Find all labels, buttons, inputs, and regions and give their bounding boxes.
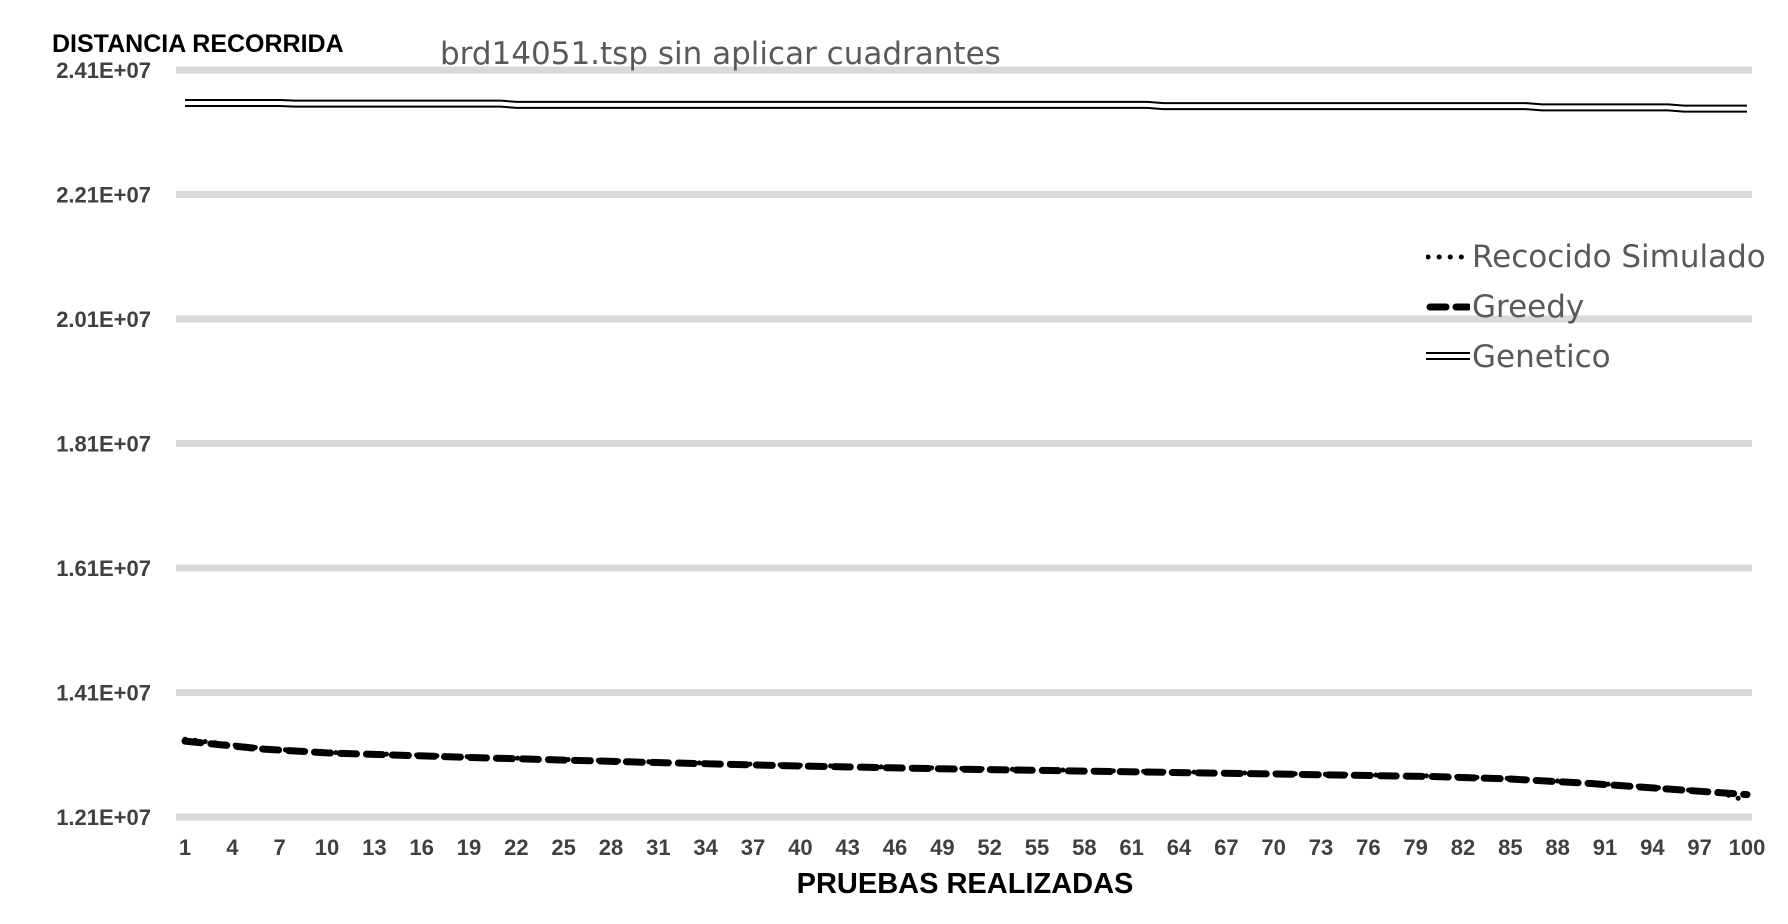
x-tick-label: 25 [551, 835, 575, 860]
x-tick-label: 100 [1729, 835, 1766, 860]
y-tick-label: 1.61E+07 [56, 556, 151, 581]
x-tick-label: 22 [504, 835, 528, 860]
series-line [181, 737, 1751, 799]
x-tick-label: 67 [1214, 835, 1238, 860]
x-tick-label: 28 [599, 835, 623, 860]
series-greedy [181, 737, 1751, 799]
y-tick-label: 1.21E+07 [56, 805, 151, 830]
x-tick-label: 37 [741, 835, 765, 860]
legend: Recocido Simulado Greedy Genetico [1426, 232, 1766, 382]
legend-swatch-double [1426, 352, 1470, 360]
series-line-inner [185, 101, 1747, 111]
x-tick-label: 1 [179, 835, 191, 860]
x-tick-label: 58 [1072, 835, 1096, 860]
y-axis-title: DISTANCIA RECORRIDA [52, 30, 344, 58]
legend-swatch-dotted [1426, 254, 1470, 260]
x-tick-label: 40 [788, 835, 812, 860]
legend-label: Genetico [1472, 339, 1611, 375]
x-tick-label: 85 [1498, 835, 1522, 860]
x-tick-label: 76 [1356, 835, 1380, 860]
x-tick-label: 91 [1593, 835, 1617, 860]
gridlines [176, 66, 1752, 821]
x-tick-label: 34 [693, 835, 718, 860]
x-tick-label: 7 [274, 835, 286, 860]
legend-label: Greedy [1472, 289, 1585, 325]
legend-item-greedy: Greedy [1426, 282, 1766, 332]
x-axis-ticks: 1 4 7 10 13 16 19 22 25 28 31 34 37 40 43 46 49 52 55 58 61 6… [179, 835, 1765, 860]
legend-item-recocido: Recocido Simulado [1426, 232, 1766, 282]
x-tick-label: 55 [1025, 835, 1049, 860]
series-genetico [185, 99, 1747, 113]
y-tick-label: 1.81E+07 [56, 432, 151, 457]
x-tick-label: 97 [1687, 835, 1711, 860]
chart-title: brd14051.tsp sin aplicar cuadrantes [440, 36, 1001, 72]
x-tick-label: 61 [1119, 835, 1143, 860]
y-tick-label: 2.21E+07 [56, 183, 151, 208]
y-tick-label: 1.41E+07 [56, 681, 151, 706]
x-tick-label: 70 [1261, 835, 1285, 860]
x-tick-label: 88 [1545, 835, 1569, 860]
x-tick-label: 52 [977, 835, 1001, 860]
x-tick-label: 43 [835, 835, 859, 860]
series-lines [181, 99, 1751, 804]
y-tick-label: 2.41E+07 [56, 58, 151, 83]
legend-swatch-dashed [1426, 303, 1470, 311]
x-tick-label: 16 [409, 835, 433, 860]
legend-label: Recocido Simulado [1472, 239, 1766, 275]
x-tick-label: 46 [883, 835, 907, 860]
legend-item-genetico: Genetico [1426, 332, 1766, 382]
x-tick-label: 10 [315, 835, 339, 860]
y-tick-label: 2.01E+07 [56, 307, 151, 332]
x-tick-label: 79 [1403, 835, 1427, 860]
x-tick-label: 73 [1309, 835, 1333, 860]
x-tick-label: 19 [457, 835, 481, 860]
x-tick-label: 4 [226, 835, 239, 860]
x-tick-label: 49 [930, 835, 954, 860]
x-tick-label: 31 [646, 835, 670, 860]
x-tick-label: 94 [1640, 835, 1665, 860]
x-axis-title: PRUEBAS REALIZADAS [796, 868, 1134, 900]
x-tick-label: 64 [1167, 835, 1192, 860]
y-axis-ticks: 1.21E+07 1.41E+07 1.61E+07 1.81E+07 2.01E+07… [56, 58, 151, 830]
x-tick-label: 82 [1451, 835, 1475, 860]
x-tick-label: 13 [362, 835, 386, 860]
